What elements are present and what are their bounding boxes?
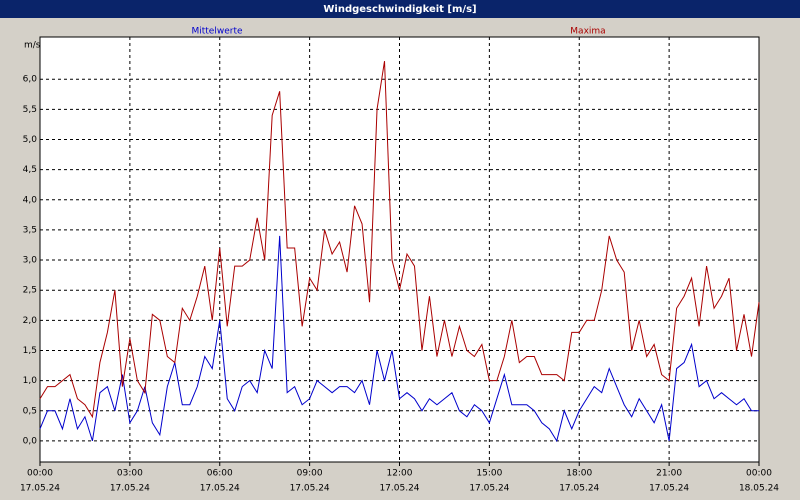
y-tick-label: 0,0 <box>23 436 38 446</box>
y-tick-label: 3,5 <box>23 225 37 235</box>
y-tick-label: 1,5 <box>23 346 37 356</box>
x-tick-label: 00:00 <box>27 469 53 479</box>
title-bar <box>0 0 800 18</box>
x-tick-date: 17.05.24 <box>20 484 60 494</box>
x-tick-date: 17.05.24 <box>469 484 509 494</box>
x-tick-label: 18:00 <box>566 469 592 479</box>
x-tick-date: 18.05.24 <box>739 484 779 494</box>
x-tick-label: 09:00 <box>297 469 323 479</box>
y-tick-label: 1,0 <box>23 376 38 386</box>
legend-entry: Mittelwerte <box>191 27 242 37</box>
x-tick-date: 17.05.24 <box>559 484 599 494</box>
x-tick-date: 17.05.24 <box>200 484 240 494</box>
y-tick-label: 0,5 <box>23 406 37 416</box>
y-tick-label: 5,5 <box>23 105 37 115</box>
y-tick-label: 5,0 <box>23 135 38 145</box>
y-axis-label: m/s <box>24 41 41 51</box>
y-tick-label: 4,5 <box>23 165 37 175</box>
series-line <box>39 235 759 443</box>
x-tick-date: 17.05.24 <box>649 484 689 494</box>
series-line <box>39 61 760 419</box>
x-tick-label: 21:00 <box>656 469 682 479</box>
y-tick-label: 2,0 <box>23 316 38 326</box>
x-tick-label: 06:00 <box>207 469 233 479</box>
y-tick-label: 3,0 <box>23 256 38 266</box>
x-tick-date: 17.05.24 <box>110 484 150 494</box>
x-tick-label: 12:00 <box>387 469 413 479</box>
x-tick-date: 17.05.24 <box>379 484 419 494</box>
x-tick-label: 15:00 <box>476 469 502 479</box>
x-tick-label: 03:00 <box>117 469 143 479</box>
y-tick-label: 6,0 <box>23 75 38 85</box>
y-tick-label: 2,5 <box>23 286 37 296</box>
legend-entry: Maxima <box>570 27 605 37</box>
x-tick-date: 17.05.24 <box>290 484 330 494</box>
x-tick-label: 00:00 <box>746 469 772 479</box>
y-tick-label: 4,0 <box>23 195 38 205</box>
chart-title: Windgeschwindigkeit [m/s] <box>323 4 476 15</box>
